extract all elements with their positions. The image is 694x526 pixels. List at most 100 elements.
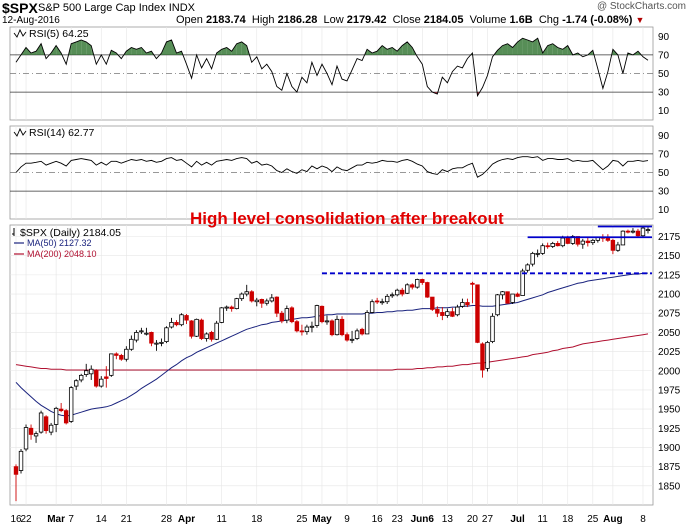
price-ytick-1900: 1900 [658,443,681,454]
high-value: 2186.28 [277,14,318,26]
candle-body-91 [470,282,475,285]
candle-body-35 [189,320,194,337]
candle-body-74 [384,295,390,303]
candle-body-32 [174,322,179,326]
candle-body-51 [269,297,275,302]
price-ytick-2125: 2125 [658,270,681,281]
candle-body-92 [475,284,480,343]
rsi14-ytick-50: 50 [658,168,670,179]
rsi5-fill-hi-99 [512,41,518,55]
candle-body-62 [324,320,330,323]
rsi5-fill-hi-42 [226,47,232,55]
xtick-label-6: 28 [161,514,173,525]
price-ytick-2025: 2025 [658,347,681,358]
xtick-label-0: 16 [10,514,22,525]
rsi5-ytick-70: 70 [658,50,670,61]
candle-body-61 [319,305,325,323]
rsi5-fill-hi-4 [36,43,42,55]
price-ytick-1875: 1875 [658,462,681,473]
rsi5-fill-hi-109 [562,45,568,55]
candle-body-69 [359,328,365,335]
candle-body-21 [119,355,124,360]
candle-body-23 [129,338,134,350]
rsi14-ytick-90: 90 [658,131,670,142]
candle-body-71 [369,301,375,313]
xtick-label-22: 25 [587,514,599,525]
xtick-label-19: Jul [510,514,525,525]
rsi14-panel: 10 30 50 70 90 RSI(14) 62.77 [9,125,670,220]
candle-body-67 [349,338,355,341]
candle-body-7 [48,424,54,433]
candle-body-26 [144,332,149,335]
price-frame [9,224,654,506]
candle-body-47 [249,291,254,302]
candle-body-72 [374,300,380,303]
candle-body-80 [415,279,420,288]
rsi5-fill-hi-43 [231,43,237,55]
xtick-label-15: Jun6 [411,514,435,525]
candle-body-78 [405,284,410,294]
candle-body-88 [455,306,460,316]
rsi14-legend-label: RSI(14) 62.77 [29,127,95,139]
copyright-text[interactable]: @ StockCharts.com [596,1,686,12]
rsi5-fill-hi-78 [407,41,413,55]
candle-body-44 [234,298,239,310]
xtick-label-18: 27 [482,514,494,525]
xtick-label-12: 9 [344,514,350,525]
exchange-text: INDX [168,2,195,14]
rsi5-legend-icon [13,28,27,38]
xtick-label-1: 22 [20,514,32,525]
candle-body-125 [640,227,646,237]
quote-summary: Open 2183.74 High 2186.28 Low 2179.42 Cl… [176,14,644,26]
candle-body-1 [18,450,24,471]
rsi5-legend-label: RSI(5) 64.25 [29,28,89,40]
candle-body-31 [169,322,174,328]
candle-body-114 [585,240,591,244]
rsi5-fill-hi-13 [81,40,87,55]
rsi5-fill-hi-11 [71,41,77,55]
candle-body-104 [535,252,540,255]
candle-body-2 [23,427,29,450]
candle-body-113 [580,240,585,245]
symbol-label: $SPX [2,0,38,16]
candle-body-86 [445,311,450,316]
candle-body-48 [254,299,259,303]
candle-body-45 [239,293,244,300]
volume-label: Volume [469,14,507,26]
candle-body-50 [264,300,269,304]
rsi14-legend-name: RSI(14) [29,127,68,139]
candle-body-59 [309,325,315,328]
candle-body-52 [274,296,280,314]
candle-body-16 [94,370,99,387]
candle-body-4 [33,433,39,437]
rsi5-line [15,37,649,98]
rsi14-legend-value: 62.77 [68,127,94,139]
candle-body-82 [425,282,430,298]
candle-body-101 [520,270,525,296]
chg-label: Chg [538,14,559,26]
rsi5-fill-hi-22 [126,47,132,55]
rsi14-ytick-70: 70 [658,149,670,160]
xtick-label-2: Mar [47,514,65,525]
candle-body-0 [13,466,19,475]
candle-body-40 [214,322,219,340]
xtick-label-23: Aug [603,514,622,525]
candle-body-118 [605,237,611,241]
candle-body-60 [314,305,320,326]
candle-body-106 [545,245,550,248]
price-panel: 1850187519001925195019752000202520502075… [9,209,681,525]
close-label: Close [392,14,421,26]
candle-body-120 [615,244,621,251]
xtick-label-4: 14 [96,514,108,525]
price-ytick-1925: 1925 [658,424,681,435]
candle-body-66 [344,334,350,341]
high-label: High [251,14,275,26]
candle-body-103 [530,252,535,265]
candle-body-102 [525,264,530,271]
candle-body-49 [259,299,264,304]
copyright-notice[interactable]: @ StockCharts.com [597,1,686,12]
candle-body-24 [134,331,139,341]
candle-body-126 [645,229,651,232]
rsi14-ytick-10: 10 [658,205,670,216]
